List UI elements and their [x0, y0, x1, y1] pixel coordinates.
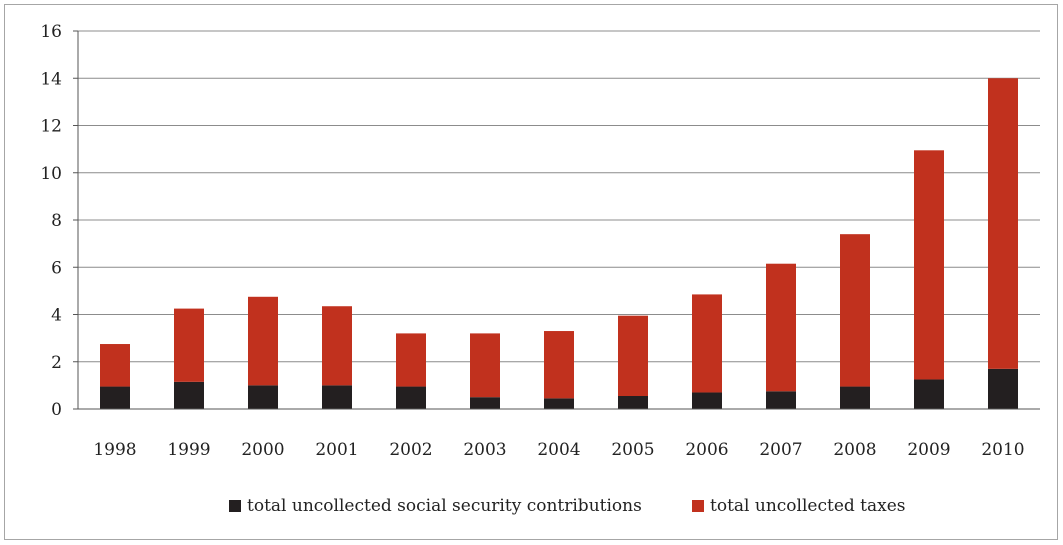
bar-2010-series-0 [988, 368, 1018, 409]
bar-1999-series-1 [174, 308, 204, 382]
bar-2001-series-0 [322, 385, 352, 409]
y-tick-label-10: 10 [40, 164, 62, 184]
y-tick-label-4: 4 [51, 306, 62, 326]
x-tick-label-1999: 1999 [167, 440, 210, 460]
bar-2005-series-1 [618, 315, 648, 397]
bar-2003-series-1 [470, 333, 500, 398]
x-tick-label-2006: 2006 [685, 440, 728, 460]
x-tick-label-2002: 2002 [389, 440, 432, 460]
bar-2009-series-1 [914, 150, 944, 380]
y-tick-label-14: 14 [40, 69, 62, 89]
bar-1998-series-1 [100, 344, 130, 387]
y-tick-label-8: 8 [51, 211, 62, 231]
x-tick-label-2008: 2008 [833, 440, 876, 460]
bar-2010-series-1 [988, 78, 1018, 369]
bar-2002-series-0 [396, 386, 426, 409]
x-tick-label-2003: 2003 [463, 440, 506, 460]
x-tick-labels: 1998 1999 2000 2001 2002 2003 2004 2005 2006 2007… [93, 440, 1024, 460]
bar-1999-series-0 [174, 381, 204, 409]
x-tick-label-2004: 2004 [537, 440, 580, 460]
bar-2007-series-1 [766, 263, 796, 392]
bar-2004-series-1 [544, 331, 574, 399]
bar-2003-series-0 [470, 397, 500, 409]
bar-2000-series-0 [248, 385, 278, 409]
y-tick-label-6: 6 [51, 258, 62, 278]
x-tick-label-2010: 2010 [981, 440, 1024, 460]
x-tick-label-2007: 2007 [759, 440, 802, 460]
x-tick-label-2001: 2001 [315, 440, 358, 460]
bar-2008-series-1 [840, 234, 870, 387]
chart-frame [4, 4, 1058, 540]
y-tick-label-12: 12 [40, 117, 62, 137]
bar-2000-series-1 [248, 296, 278, 386]
axes [73, 30, 1040, 410]
y-tick-label-16: 16 [40, 22, 62, 42]
bars [100, 78, 1018, 409]
y-tick-label-2: 2 [51, 353, 62, 373]
bar-2007-series-0 [766, 391, 796, 409]
bar-2008-series-0 [840, 386, 870, 409]
bar-2009-series-0 [914, 379, 944, 409]
bar-2001-series-1 [322, 306, 352, 386]
bar-2005-series-0 [618, 396, 648, 409]
x-tick-label-2000: 2000 [241, 440, 284, 460]
gridlines [78, 30, 1040, 363]
x-tick-label-2005: 2005 [611, 440, 654, 460]
y-tick-label-0: 0 [51, 400, 62, 420]
bar-2006-series-0 [692, 392, 722, 409]
y-tick-labels: 0 2 4 6 8 10 12 14 16 [40, 22, 62, 420]
bar-2006-series-1 [692, 294, 722, 393]
x-tick-label-1998: 1998 [93, 440, 136, 460]
bar-1998-series-0 [100, 386, 130, 409]
bar-2002-series-1 [396, 333, 426, 387]
x-tick-label-2009: 2009 [907, 440, 950, 460]
bar-2004-series-0 [544, 398, 574, 409]
